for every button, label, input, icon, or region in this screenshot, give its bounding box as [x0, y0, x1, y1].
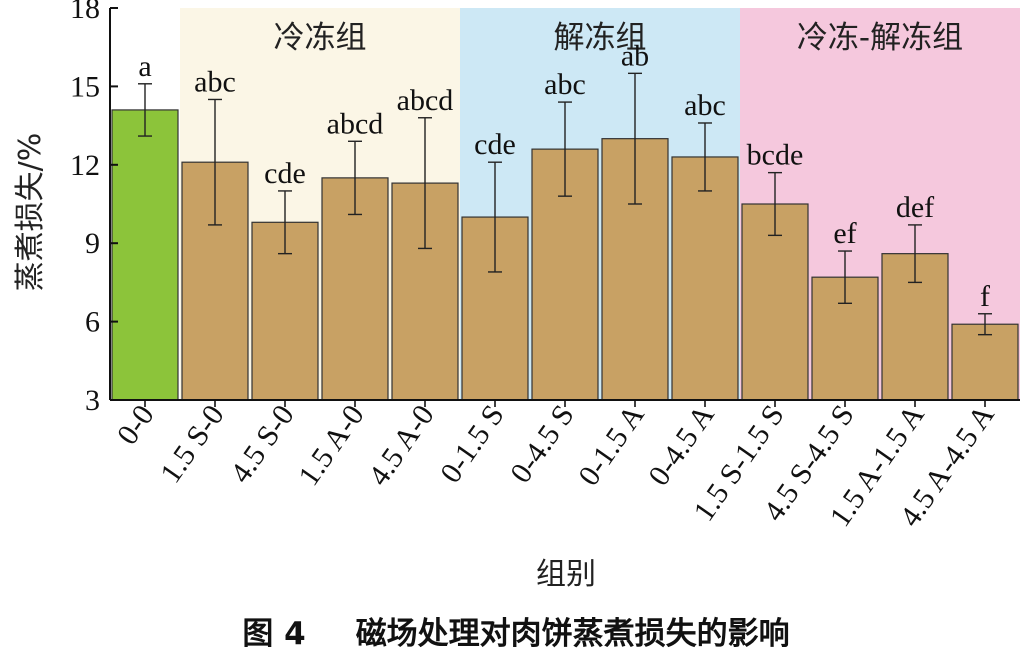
x-tick-label-1: 0-0	[111, 399, 161, 451]
y-tick-label: 9	[85, 227, 100, 260]
bar-10	[741, 203, 809, 401]
caption-text: 磁场处理对肉饼蒸煮损失的影响	[355, 616, 790, 652]
error-bars-layer	[138, 72, 992, 336]
y-axis-title: 蒸煮损失/%	[13, 133, 48, 292]
error-bar-1	[138, 83, 152, 137]
significance-label-1: a	[138, 50, 151, 83]
error-bar-10	[768, 171, 782, 237]
significance-label-10: bcde	[747, 139, 804, 172]
significance-label-12: def	[896, 191, 934, 224]
bar-9	[671, 156, 739, 401]
error-bar-9	[698, 122, 712, 192]
x-tick-label-3: 4.5 S-0	[224, 399, 301, 489]
error-bar-2	[208, 98, 222, 226]
bar-chart: 冷冻组 解冻组 冷冻-解冻组 a abccdeabcdabcdcdeabcababcb…	[13, 0, 1020, 592]
x-tick-label-4: 1.5 A-0	[292, 399, 371, 492]
bar-13	[951, 323, 1019, 401]
x-axis-title: 组别	[536, 557, 596, 592]
group-label-3: 冷冻-解冻组	[797, 20, 963, 56]
error-bar-13	[978, 313, 992, 336]
error-bar-12	[908, 224, 922, 284]
x-tick-label-6: 0-1.5 S	[434, 399, 511, 489]
significance-label-9: abc	[684, 89, 726, 122]
x-tick-label-7: 0-4.5 S	[504, 399, 581, 489]
significance-label-2: abc	[194, 65, 236, 98]
error-bar-7	[558, 101, 572, 197]
error-bar-6	[488, 161, 502, 273]
group-label-1: 冷冻组	[274, 20, 367, 56]
x-tick-label-2: 1.5 S-0	[154, 399, 231, 489]
bar-1	[111, 109, 179, 401]
figure-number: 图 4	[242, 616, 306, 652]
y-tick-label: 3	[85, 384, 100, 417]
significance-label-5: abcd	[397, 84, 454, 117]
y-tick-label: 6	[85, 306, 100, 339]
significance-label-13: f	[980, 280, 990, 313]
error-bar-5	[418, 117, 432, 250]
x-tick-labels: 0-01.5 S-04.5 S-01.5 A-04.5 A-00-1.5 S0-…	[111, 399, 1001, 533]
error-bar-3	[278, 190, 292, 255]
significance-label-4: abcd	[327, 107, 384, 140]
x-tick-label-5: 4.5 A-0	[362, 399, 441, 492]
axes-layer: 3 6 9 12 15 18	[70, 0, 1020, 417]
error-bar-4	[348, 140, 362, 216]
significance-label-11: ef	[833, 217, 856, 250]
significance-label-6: cde	[474, 128, 516, 161]
significance-label-8: ab	[621, 39, 649, 72]
significance-label-3: cde	[264, 157, 306, 190]
y-tick-label: 18	[70, 0, 100, 25]
y-tick-label: 15	[70, 70, 100, 103]
error-bar-11	[838, 250, 852, 305]
y-tick-label: 12	[70, 149, 100, 182]
x-tick-label-8: 0-1.5 A	[572, 399, 651, 492]
group-label-2: 解冻组	[554, 20, 647, 56]
significance-label-7: abc	[544, 68, 586, 101]
figure-caption: 图 4 磁场处理对肉饼蒸煮损失的影响	[0, 608, 1032, 653]
error-bar-8	[628, 72, 642, 205]
